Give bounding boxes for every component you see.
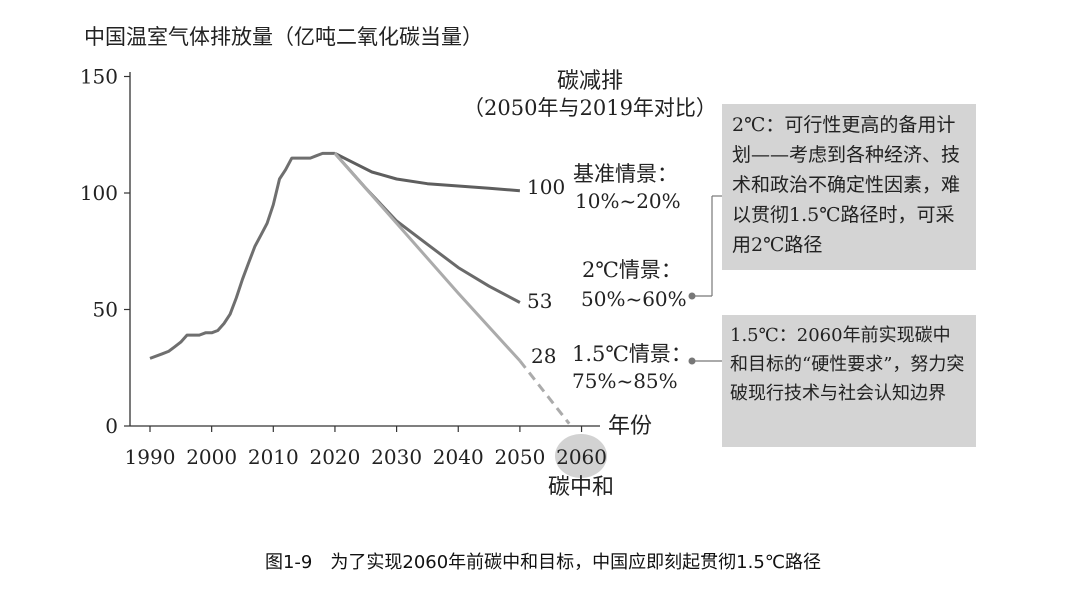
figure-caption: 图1-9 为了实现2060年前碳中和目标，中国应即刻起贯彻1.5℃路径 [264, 552, 822, 573]
scenario-label-2c: 2℃情景： [582, 258, 682, 282]
end-label-baseline: 100 [527, 175, 565, 199]
scenario-label-baseline: 基准情景： [573, 162, 678, 186]
x-tick-label: 2010 [248, 445, 299, 469]
x-tick-label: 2050 [494, 445, 545, 469]
y-tick-label: 50 [93, 298, 118, 322]
x-tick-label: 2060 [556, 445, 607, 469]
series-line-0 [149, 151, 335, 360]
y-tick-label: 0 [105, 414, 118, 438]
series-line-1 [334, 152, 521, 193]
y-tick-label: 150 [80, 65, 118, 89]
note-connector-1-5c [688, 357, 722, 365]
scenario-range-1-5c: 75%~85% [572, 369, 678, 393]
end-label-1-5c: 28 [531, 344, 556, 368]
reduction-header: 碳减排 [557, 69, 623, 94]
reduction-subheader: （2050年与2019年对比） [463, 96, 717, 120]
carbon-neutral-highlight [555, 434, 607, 478]
scenario-range-baseline: 10%~20% [575, 189, 681, 213]
y-tick-label: 100 [80, 181, 118, 205]
x-tick-label: 2020 [309, 445, 360, 469]
series-projection-3 [518, 359, 571, 425]
chart-title: 中国温室气体排放量（亿吨二氧化碳当量） [84, 25, 483, 49]
x-tick-label: 2000 [186, 445, 237, 469]
x-tick-label: 2040 [433, 445, 484, 469]
note-connector-2c [688, 195, 722, 300]
series-line-2 [333, 152, 521, 304]
series-line-3 [333, 152, 522, 362]
end-label-2c: 53 [527, 289, 552, 313]
note-2c: 2℃：可行性更高的备用计划——考虑到各种经济、技术和政治不确定性因素，难以贯彻1… [722, 104, 976, 270]
scenario-label-1-5c: 1.5℃情景： [572, 342, 692, 366]
carbon-neutral-label: 碳中和 [548, 475, 614, 500]
note-1-5c: 1.5℃：2060年前实现碳中和目标的“硬性要求”，努力突破现行技术与社会认知边… [722, 315, 976, 447]
x-tick-label: 2030 [371, 445, 422, 469]
scenario-range-2c: 50%~60% [581, 287, 687, 311]
x-axis-label: 年份 [608, 414, 652, 439]
x-tick-label: 1990 [125, 445, 176, 469]
